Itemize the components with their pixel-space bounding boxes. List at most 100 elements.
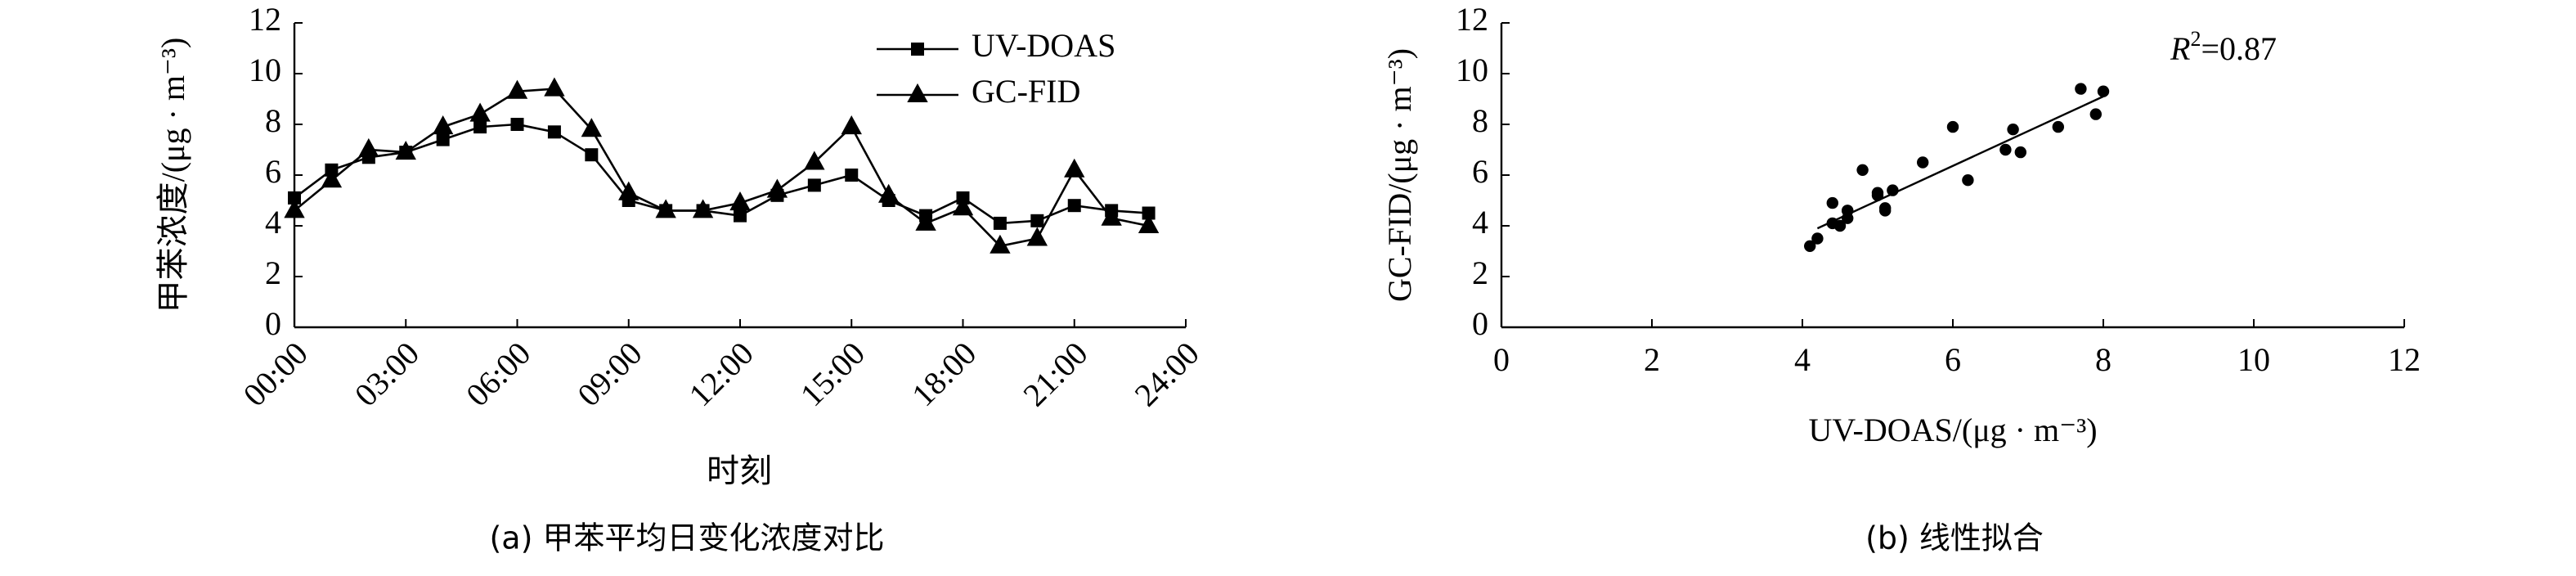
- marker-dot: [1804, 240, 1816, 252]
- marker-triangle: [990, 234, 1011, 254]
- y-tick-label: 0: [1472, 305, 1488, 342]
- annotation: R2=0.87: [2170, 27, 2277, 67]
- marker-dot: [2089, 108, 2102, 120]
- marker-triangle: [877, 183, 900, 203]
- legend-marker: [911, 43, 924, 56]
- y-tick-label: 2: [1472, 254, 1488, 291]
- x-tick-label: 2: [1644, 341, 1660, 378]
- marker-triangle: [1026, 227, 1048, 246]
- marker-square: [845, 169, 859, 182]
- legend-label: UV-DOAS: [972, 27, 1115, 64]
- y-tick-label: 12: [249, 1, 281, 38]
- x-tick-label: 10: [2237, 341, 2270, 378]
- x-tick-label: 00:00: [236, 335, 315, 413]
- marker-dot: [1856, 164, 1869, 176]
- marker-square: [734, 209, 747, 223]
- caption: (a) 甲苯平均日变化浓度对比: [489, 520, 884, 556]
- marker-triangle: [1138, 214, 1160, 233]
- x-tick-label: 8: [2095, 341, 2112, 378]
- marker-square: [436, 133, 450, 146]
- x-axis-label: 时刻: [707, 452, 772, 489]
- x-tick-label: 12:00: [682, 335, 761, 413]
- x-tick-label: 15:00: [793, 335, 872, 413]
- marker-triangle: [692, 199, 714, 218]
- marker-triangle: [841, 115, 862, 135]
- x-tick-label: 21:00: [1016, 335, 1094, 413]
- marker-triangle: [284, 199, 305, 218]
- marker-square: [1067, 199, 1081, 213]
- x-tick-label: 18:00: [904, 335, 983, 413]
- marker-dot: [2052, 120, 2064, 133]
- x-tick-label: 4: [1794, 341, 1811, 378]
- marker-dot: [1999, 143, 2012, 156]
- x-tick-label: 06:00: [459, 335, 537, 413]
- marker-square: [473, 120, 487, 134]
- y-tick-label: 0: [265, 305, 281, 342]
- fit-line: [1816, 95, 2104, 230]
- annotation-text: =0.87: [2201, 30, 2277, 67]
- legend-marker: [907, 83, 928, 102]
- marker-square: [1142, 206, 1156, 220]
- x-tick-label: 03:00: [348, 335, 426, 413]
- y-axis-label: GC-FID/(μg · m⁻³): [1381, 48, 1418, 302]
- marker-triangle: [729, 191, 751, 211]
- x-tick-label: 24:00: [1128, 335, 1206, 413]
- marker-triangle: [581, 118, 603, 137]
- marker-square: [585, 148, 599, 162]
- marker-triangle: [544, 77, 565, 97]
- marker-triangle: [395, 141, 416, 160]
- x-axis-label: UV-DOAS/(μg · m⁻³): [1808, 412, 2097, 448]
- marker-square: [288, 191, 301, 205]
- marker-triangle: [952, 196, 974, 216]
- marker-triangle: [618, 181, 640, 200]
- annotation-symbol: R: [2170, 30, 2190, 67]
- marker-square: [510, 118, 524, 131]
- legend-label: GC-FID: [972, 73, 1080, 110]
- y-tick-label: 8: [1472, 102, 1488, 139]
- marker-square: [807, 178, 821, 192]
- marker-dot: [1946, 120, 1959, 133]
- x-tick-label: 0: [1493, 341, 1510, 378]
- marker-dot: [1811, 232, 1824, 245]
- y-tick-label: 4: [265, 204, 281, 241]
- marker-dot: [1917, 156, 1929, 169]
- marker-triangle: [804, 151, 825, 170]
- marker-triangle: [1101, 206, 1122, 226]
- marker-square: [993, 216, 1007, 230]
- y-tick-label: 6: [1472, 153, 1488, 190]
- marker-square: [1030, 214, 1044, 227]
- marker-dot: [1879, 202, 1892, 214]
- marker-triangle: [506, 79, 528, 99]
- annotation-exponent: 2: [2190, 27, 2201, 51]
- series-line: [294, 123, 1149, 225]
- marker-dot: [2007, 124, 2019, 136]
- marker-triangle: [766, 178, 788, 198]
- x-tick-label: 09:00: [570, 335, 648, 413]
- marker-triangle: [469, 102, 491, 122]
- y-tick-label: 12: [1456, 1, 1488, 38]
- x-tick-label: 12: [2388, 341, 2421, 378]
- marker-dot: [1826, 196, 1838, 209]
- y-axis-label: 甲苯浓度/(μg · m⁻³): [155, 38, 191, 313]
- y-tick-label: 4: [1472, 204, 1488, 241]
- y-tick-label: 6: [265, 153, 281, 190]
- marker-triangle: [1064, 158, 1085, 178]
- marker-dot: [2075, 83, 2087, 95]
- x-tick-label: 6: [1945, 341, 1961, 378]
- marker-square: [547, 125, 561, 139]
- marker-dot: [1962, 174, 1974, 187]
- y-tick-label: 10: [1456, 52, 1488, 88]
- marker-triangle: [915, 211, 936, 231]
- marker-triangle: [655, 199, 676, 218]
- marker-dot: [2014, 146, 2026, 159]
- marker-triangle: [321, 169, 343, 188]
- marker-triangle: [432, 115, 454, 135]
- caption: (b) 线性拟合: [1865, 520, 2044, 556]
- y-tick-label: 10: [249, 52, 281, 88]
- marker-triangle: [358, 137, 379, 157]
- marker-dot: [1833, 219, 1847, 232]
- y-tick-label: 2: [265, 254, 281, 291]
- y-tick-label: 8: [265, 102, 281, 139]
- marker-dot: [2097, 85, 2110, 97]
